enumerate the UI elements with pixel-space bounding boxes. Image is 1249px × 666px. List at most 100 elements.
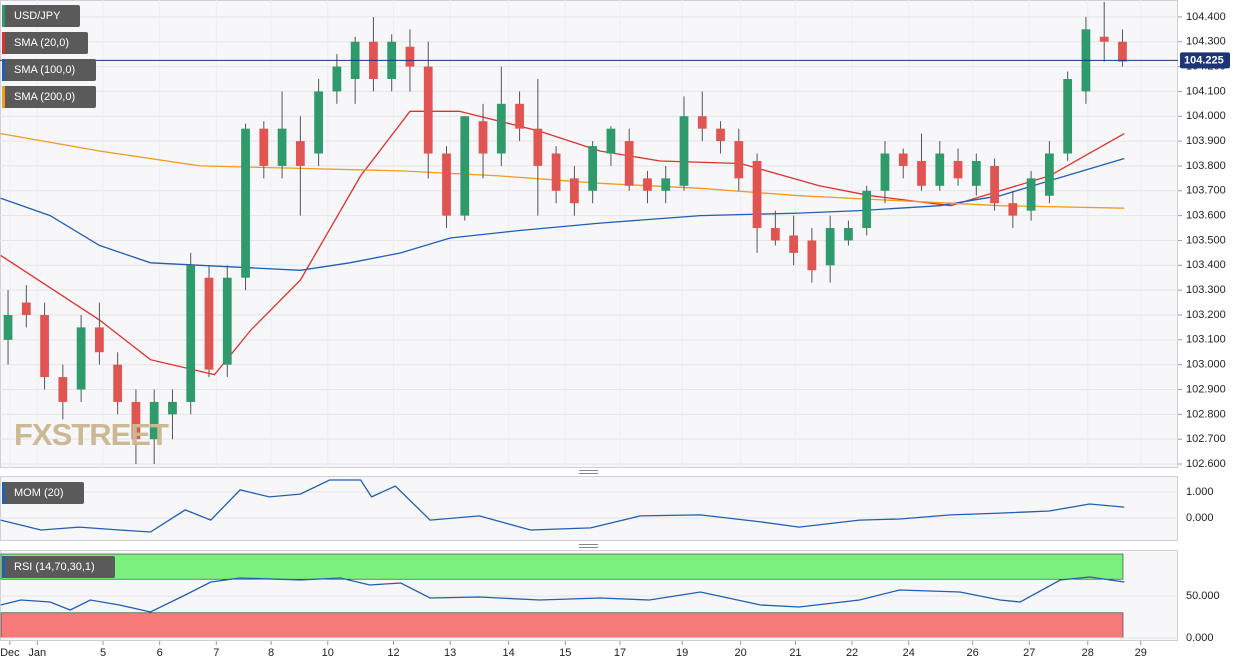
panel-handle[interactable] [579, 544, 598, 548]
y-tick-label: 103.400 [1186, 259, 1226, 271]
candle-body [204, 277, 214, 370]
candle-body [990, 165, 999, 204]
candle-body [1008, 203, 1018, 216]
x-tick-label: 5 [100, 647, 106, 659]
candle-body [570, 178, 579, 204]
legend-box [2, 86, 96, 108]
candle-body [332, 66, 342, 92]
legend-swatch [2, 556, 5, 578]
candle-body [917, 160, 926, 186]
candle-body [807, 240, 817, 271]
y-tick-label: 102.800 [1186, 408, 1226, 420]
candle-body [661, 178, 671, 191]
candle-body [1045, 153, 1054, 196]
candle-body [752, 160, 762, 229]
candle-body [716, 128, 725, 142]
candle-body [1118, 41, 1127, 62]
x-tick-label: 20 [735, 647, 747, 659]
watermark: FXSTREET [14, 417, 169, 452]
candle-body [1063, 78, 1073, 154]
candle-body [186, 265, 196, 402]
candle-body [259, 128, 269, 166]
series-line [0, 132, 1125, 209]
x-tick-label: 22 [846, 647, 858, 659]
y-tick-label: 103.200 [1186, 309, 1226, 321]
candle-body [551, 153, 561, 191]
x-tick-label: 17 [614, 647, 626, 659]
legend-label: SMA (100,0) [14, 64, 75, 76]
mom-panel [0, 476, 1178, 541]
candle-body [971, 160, 981, 186]
candle-body [131, 401, 141, 440]
y-tick-label: 50.000 [1186, 590, 1220, 602]
x-tick-label: 8 [268, 647, 274, 659]
series-line [0, 479, 1125, 533]
last-price-box [1180, 52, 1230, 69]
legend-label: SMA (200,0) [14, 91, 75, 103]
legend-box [2, 32, 88, 54]
legend-box [2, 59, 96, 81]
candle-body [789, 235, 798, 253]
legend-box [2, 556, 115, 578]
y-tick-label: 103.700 [1186, 185, 1226, 197]
candle-body [770, 228, 780, 241]
x-tick-label: 28 [1082, 647, 1094, 659]
x-tick-label: 12 [387, 647, 399, 659]
candle-body [1099, 36, 1109, 42]
x-tick-label: 26 [967, 647, 979, 659]
candle-body [21, 302, 31, 315]
series-line [0, 576, 1125, 613]
y-tick-label: 102.700 [1186, 433, 1226, 445]
candle-body [241, 128, 250, 278]
candle-body [423, 66, 433, 154]
x-tick-label: Dec [0, 647, 20, 659]
y-tick-label: 103.600 [1186, 210, 1226, 222]
candle-body [734, 141, 744, 179]
candle-body [643, 178, 652, 191]
candle-body [295, 141, 305, 166]
candle-body [168, 401, 177, 415]
candle-body [898, 153, 908, 166]
candle-body [40, 314, 49, 378]
legend-box [2, 482, 84, 504]
legend-label: USD/JPY [14, 10, 61, 22]
candle-body [606, 128, 616, 154]
series-line [0, 157, 1125, 271]
x-tick-label: 7 [213, 647, 219, 659]
legend-swatch [2, 5, 5, 27]
legend-swatch [2, 482, 5, 504]
x-tick-label: 10 [322, 647, 334, 659]
candle-body [314, 91, 323, 154]
candle-body [588, 146, 598, 191]
candle-body [460, 116, 470, 216]
x-tick-label: Jan [28, 647, 46, 659]
candle-body [1026, 178, 1036, 211]
y-tick-label: 104.400 [1186, 11, 1226, 23]
y-tick-label: 103.900 [1186, 135, 1226, 147]
candle-body [95, 327, 104, 353]
y-tick-label: 0.000 [1186, 512, 1214, 524]
candle-body [679, 116, 689, 186]
x-tick-label: 21 [789, 647, 801, 659]
legend-label: RSI (14,70,30,1) [14, 561, 95, 573]
candle-body [515, 103, 524, 129]
y-tick-label: 1.000 [1186, 486, 1214, 498]
candle-body [880, 153, 890, 191]
candle-body [113, 364, 123, 402]
main-panel [0, 0, 1178, 468]
candle-body [149, 401, 159, 440]
candle-body [442, 153, 451, 216]
x-tick-label: 27 [1023, 647, 1035, 659]
y-tick-label: 103.100 [1186, 334, 1226, 346]
y-tick-label: 103.000 [1186, 359, 1226, 371]
candle-body [478, 121, 488, 154]
candle-body [697, 116, 707, 129]
y-tick-label: 102.900 [1186, 383, 1226, 395]
band [0, 612, 1124, 639]
candle-body [844, 228, 853, 241]
x-tick-label: 29 [1135, 647, 1147, 659]
panel-handle[interactable] [579, 470, 598, 474]
x-tick-label: 15 [559, 647, 571, 659]
legend-swatch [2, 59, 5, 81]
